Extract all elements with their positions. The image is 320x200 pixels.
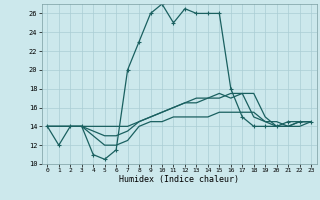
X-axis label: Humidex (Indice chaleur): Humidex (Indice chaleur) [119, 175, 239, 184]
